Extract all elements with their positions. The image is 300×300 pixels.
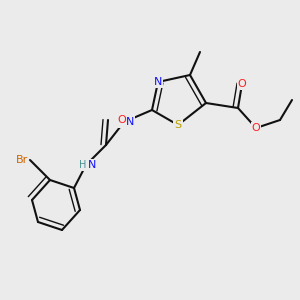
- Text: H: H: [117, 117, 124, 127]
- Text: N: N: [88, 160, 96, 170]
- Text: H: H: [79, 160, 86, 170]
- Text: N: N: [154, 77, 162, 87]
- Text: O: O: [252, 123, 260, 133]
- Text: S: S: [174, 120, 182, 130]
- Text: O: O: [238, 79, 246, 89]
- Text: N: N: [126, 117, 134, 127]
- Text: Br: Br: [16, 155, 28, 165]
- Text: O: O: [118, 115, 126, 125]
